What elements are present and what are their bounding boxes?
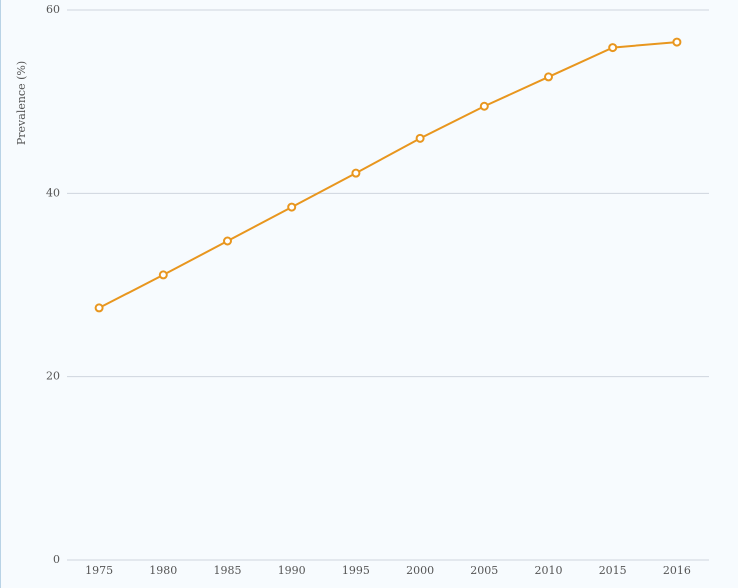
point (351, 168, 361, 178)
x-tick-label: 1980 (149, 564, 177, 577)
x-tick-label: 1985 (214, 564, 242, 577)
point (287, 202, 297, 212)
point (479, 101, 489, 111)
y-tick-label: 40 (46, 186, 60, 199)
point (158, 270, 168, 280)
point (223, 236, 232, 246)
y-axis-label: Prevalence (%) (15, 61, 28, 145)
x-tick-label: 2016 (663, 564, 691, 577)
series-line (98, 41, 677, 309)
point (415, 133, 425, 143)
x-tick-label: 2000 (406, 564, 434, 577)
x-tick-label: 2010 (535, 564, 563, 577)
y-tick-label: 60 (46, 3, 60, 16)
point (544, 72, 553, 82)
point (608, 43, 618, 53)
x-tick-label: 1990 (278, 564, 306, 577)
x-tick-label: 1975 (85, 564, 113, 577)
point (672, 37, 682, 47)
x-tick-label: 1995 (342, 564, 370, 577)
x-tick-label: 2005 (470, 564, 498, 577)
point (94, 303, 104, 313)
y-tick-label: 0 (53, 553, 60, 566)
x-tick-label: 2015 (599, 564, 627, 577)
y-tick-label: 20 (46, 370, 60, 383)
